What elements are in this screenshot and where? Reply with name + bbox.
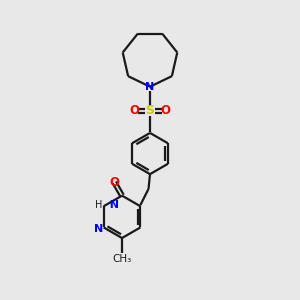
Text: N: N — [94, 224, 103, 234]
Text: N: N — [146, 82, 154, 92]
Text: CH₃: CH₃ — [112, 254, 132, 264]
Text: O: O — [160, 104, 170, 117]
Text: O: O — [130, 104, 140, 117]
Text: O: O — [110, 176, 119, 189]
Text: S: S — [146, 104, 154, 117]
Text: H: H — [95, 200, 102, 210]
Text: N: N — [102, 200, 119, 210]
